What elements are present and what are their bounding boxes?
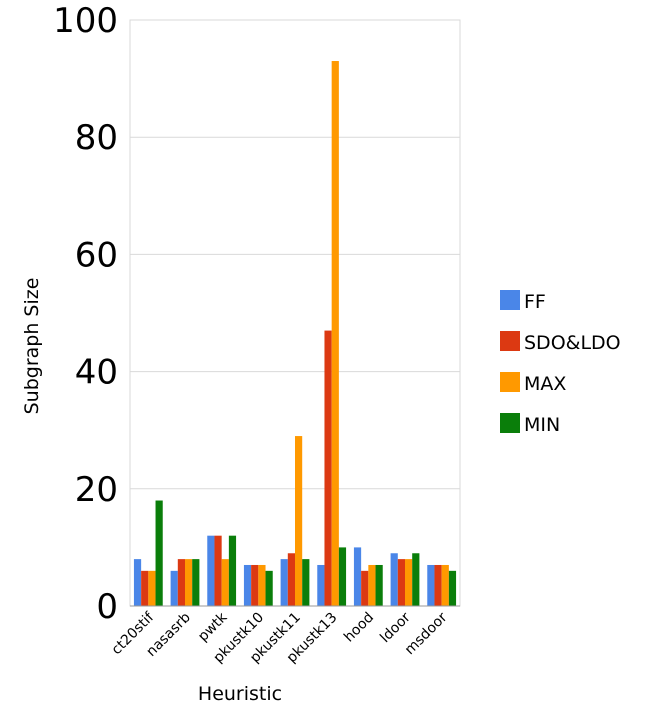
bar-min-pkustk10 xyxy=(265,570,273,606)
y-tick-label: 40 xyxy=(75,353,118,393)
bar-max-pkustk13 xyxy=(331,61,339,606)
legend-swatch xyxy=(500,290,520,310)
bar-ff-pkustk13 xyxy=(317,564,325,606)
legend-swatch xyxy=(500,331,520,351)
bar-ff-pwtk xyxy=(207,535,215,606)
bar-max-nasasrb xyxy=(185,559,193,606)
y-tick-label: 60 xyxy=(75,235,118,275)
bar-min-hood xyxy=(375,564,383,606)
bar-min-ldoor xyxy=(412,553,420,606)
bar-min-pwtk xyxy=(228,535,237,606)
bar-ff-pkustk10 xyxy=(243,564,252,606)
bar-sdo-ldo-ldoor xyxy=(397,559,405,606)
bar-sdo-ldo-nasasrb xyxy=(177,559,185,606)
bar-sdo-ldo-hood xyxy=(361,570,369,606)
bar-ff-hood xyxy=(353,547,362,606)
y-tick-label: 0 xyxy=(96,587,118,627)
x-tick-label: hood xyxy=(341,610,377,646)
bar-max-pwtk xyxy=(221,559,229,606)
bar-max-ldoor xyxy=(405,559,413,606)
bar-max-pkustk11 xyxy=(295,436,303,606)
bar-ff-pkustk11 xyxy=(280,559,288,606)
legend-swatch xyxy=(500,413,520,433)
bar-ff-msdoor xyxy=(427,564,435,606)
bar-ff-ldoor xyxy=(390,553,398,606)
bar-max-hood xyxy=(368,564,376,606)
bar-sdo-ldo-pkustk11 xyxy=(287,553,295,606)
bar-sdo-ldo-msdoor xyxy=(434,564,442,606)
bar-min-msdoor xyxy=(448,570,457,606)
legend-swatch xyxy=(500,372,520,392)
bar-max-msdoor xyxy=(441,564,449,606)
bar-min-pkustk13 xyxy=(338,547,347,606)
gridlines xyxy=(130,19,460,490)
y-axis-title: Subgraph Size xyxy=(21,278,43,415)
legend: FF SDO&LDO MAX MIN xyxy=(500,290,621,436)
bar-sdo-ldo-pkustk13 xyxy=(324,330,332,606)
bar-ff-ct20stif xyxy=(133,559,142,606)
legend-label: FF xyxy=(524,291,546,313)
bar-ff-nasasrb xyxy=(170,570,178,606)
bar-max-pkustk10 xyxy=(258,564,266,606)
bars xyxy=(133,61,457,606)
bar-max-ct20stif xyxy=(148,570,156,606)
legend-label: SDO&LDO xyxy=(524,332,621,354)
bar-min-ct20stif xyxy=(155,500,163,606)
bar-min-pkustk11 xyxy=(302,559,310,606)
legend-label: MAX xyxy=(524,373,566,395)
bar-sdo-ldo-pkustk10 xyxy=(251,564,259,606)
legend-label: MIN xyxy=(524,414,560,436)
bar-sdo-ldo-ct20stif xyxy=(141,570,149,606)
bar-min-nasasrb xyxy=(192,559,200,606)
y-tick-label: 100 xyxy=(53,1,118,41)
y-tick-labels: 0 20 40 60 80 100 xyxy=(53,1,118,627)
y-tick-label: 20 xyxy=(75,470,118,510)
y-tick-label: 80 xyxy=(75,118,118,158)
x-axis-title: Heuristic xyxy=(198,683,282,705)
bar-sdo-ldo-pwtk xyxy=(214,535,222,606)
